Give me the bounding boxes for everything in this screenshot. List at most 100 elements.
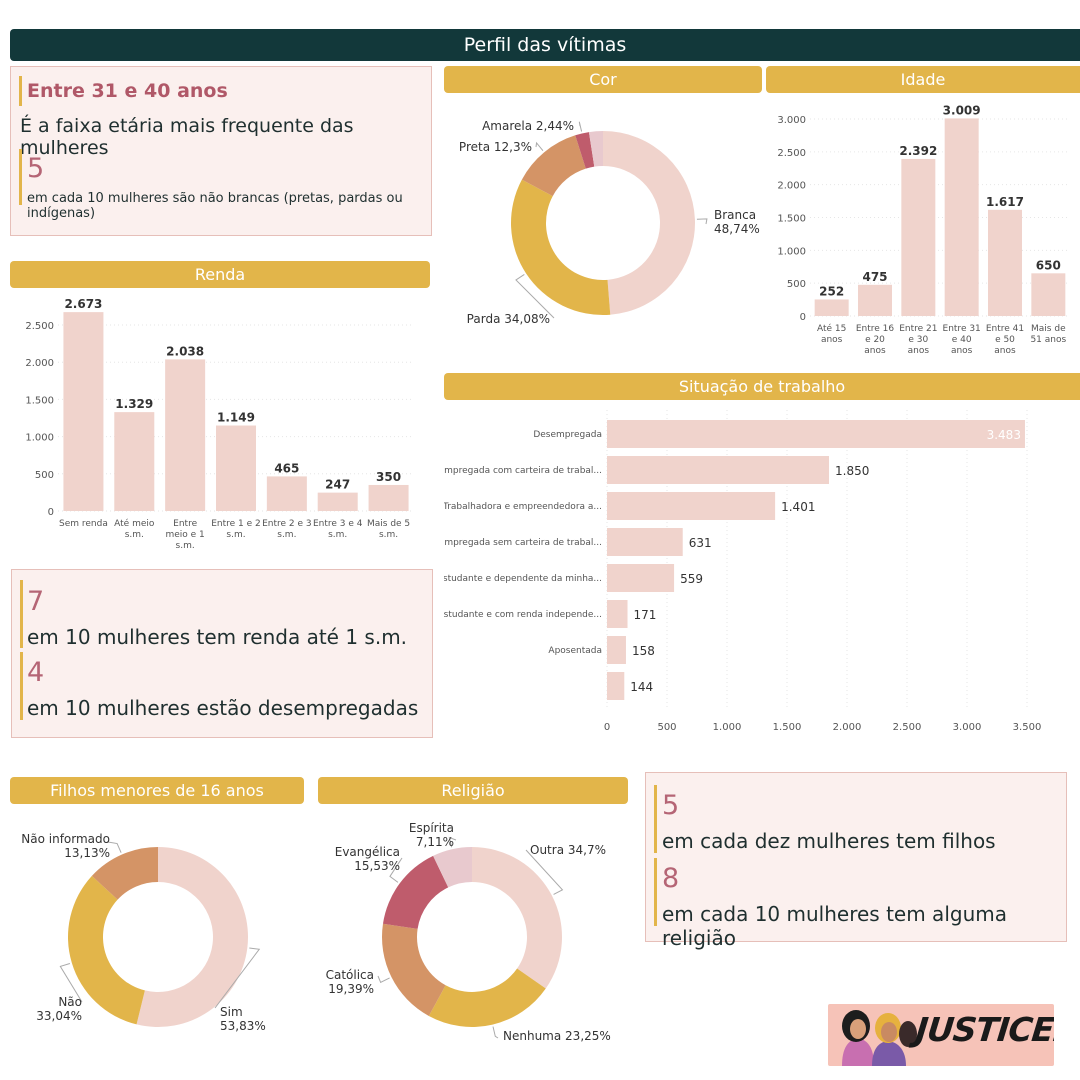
trabalho-bar (607, 420, 1025, 448)
cor-leader-line (696, 218, 708, 225)
idade-category-label: anos (951, 346, 973, 356)
idade-category-label: e 50 (995, 335, 1015, 345)
religiao-slice (433, 847, 472, 888)
cor-leader-line (535, 141, 544, 152)
cor-slice (603, 131, 695, 315)
religiao-leader-line (448, 836, 457, 848)
filhos-slice-value: 53,83% (220, 1019, 266, 1033)
trabalho-xtick-label: 2.500 (893, 722, 922, 733)
trabalho-bar (607, 492, 776, 520)
idade-data-label: 650 (1036, 258, 1061, 272)
renda-data-label: 465 (274, 461, 299, 475)
renda-category-label: Entre 1 e 2 (211, 519, 261, 529)
cor-slice-value: 48,74% (714, 222, 760, 236)
idade-category-label: 51 anos (1030, 335, 1066, 345)
renda-category-label: Sem renda (59, 519, 108, 529)
cor-slice (521, 135, 586, 197)
filhos-leader-line (59, 963, 83, 1003)
filhos-leader-line (214, 947, 261, 1009)
header-idade: Idade (766, 66, 1080, 93)
kpi-accent-bar (654, 858, 657, 926)
renda-bar (165, 359, 206, 511)
renda-category-label: Mais de 5 (367, 519, 410, 529)
cor-slice-label: Preta 12,3% (459, 140, 532, 154)
idade-category-label: e 30 (908, 335, 928, 345)
kpi-religion-text: em cada 10 mulheres tem alguma religião (662, 902, 1007, 950)
page-title: Perfil das vítimas (10, 29, 1080, 61)
cor-slice (575, 132, 595, 169)
kpi-accent-bar (19, 76, 22, 106)
renda-category-label: s.m. (125, 530, 144, 540)
kpi-age-title: Entre 31 e 40 anos (27, 80, 228, 102)
idade-ytick-label: 0 (800, 312, 806, 323)
kpi-income-text: em 10 mulheres tem renda até 1 s.m. (27, 625, 408, 649)
kpi-accent-bar (20, 580, 23, 648)
trabalho-category-label: Desempregada (533, 430, 602, 440)
kpi-religion-number: 8 (662, 863, 680, 894)
renda-data-label: 2.038 (166, 344, 204, 358)
logo-illustration (842, 1010, 917, 1066)
trabalho-category-label: Empregada sem carteira de trabal... (444, 538, 602, 548)
trabalho-xtick-label: 3.500 (1013, 722, 1042, 733)
renda-data-label: 1.329 (115, 397, 153, 411)
idade-ytick-label: 2.500 (777, 148, 806, 159)
renda-category-label: Entre 3 e 4 (313, 519, 363, 529)
religiao-slice (472, 847, 562, 989)
kpi-panel-bottom: 5 em cada dez mulheres tem filhos 8 em c… (645, 772, 1067, 950)
trabalho-category-label: Empregada com carteira de trabal... (444, 466, 602, 476)
trabalho-hbar-chart: 0 500 1.000 1.500 2.000 2.500 3.000 3.500 Desemp… (444, 410, 1042, 733)
justiceiras-logo: JUSTICEIRAS (828, 1004, 1054, 1066)
cor-slice-label: Parda 34,08% (467, 312, 550, 326)
trabalho-data-label: 1.401 (781, 500, 815, 514)
idade-ytick-label: 3.000 (777, 115, 806, 126)
trabalho-data-label: 631 (689, 536, 712, 550)
renda-category-label: Entre (173, 519, 197, 529)
idade-ytick-label: 1.500 (777, 214, 806, 225)
renda-bar (266, 476, 307, 511)
trabalho-xtick-label: 2.000 (833, 722, 862, 733)
trabalho-bar (607, 456, 829, 484)
religiao-slice (382, 855, 449, 929)
idade-data-label: 1.617 (986, 195, 1024, 209)
kpi-nonwhite-text: em cada 10 mulheres são não brancas (pre… (27, 191, 403, 221)
religiao-slice-label: Evangélica (335, 845, 400, 859)
religiao-slice-value: 15,53% (354, 859, 400, 873)
idade-category-label: Mais de (1031, 324, 1066, 334)
trabalho-data-label: 171 (634, 608, 657, 622)
idade-category-label: e 20 (865, 335, 885, 345)
kpi-children-number: 5 (662, 790, 680, 821)
renda-ytick-label: 500 (35, 470, 54, 481)
renda-category-label: s.m. (226, 530, 245, 540)
religiao-slice (428, 968, 546, 1027)
kpi-children-text: em cada dez mulheres tem filhos (662, 829, 996, 853)
renda-ytick-label: 2.000 (25, 358, 54, 369)
cor-leader-line (578, 121, 583, 132)
idade-bar (858, 284, 892, 316)
filhos-slice (67, 875, 145, 1025)
idade-category-label: Entre 31 (943, 324, 981, 334)
renda-bar (63, 312, 104, 511)
cor-slice (588, 131, 603, 167)
kpi-panel-top: Entre 31 e 40 anos É a faixa etária mais… (10, 66, 432, 236)
cor-slice-label: Branca (714, 208, 756, 222)
trabalho-data-label: 559 (680, 572, 703, 586)
idade-bar (814, 299, 849, 316)
trabalho-xtick-label: 0 (604, 722, 610, 733)
idade-ytick-label: 1.000 (777, 246, 806, 257)
header-trabalho: Situação de trabalho (444, 373, 1080, 400)
religiao-leader-line (525, 849, 564, 895)
trabalho-data-label: 158 (632, 644, 655, 658)
religiao-slice-value: 7,11% (416, 835, 454, 849)
idade-category-label: Entre 41 (986, 324, 1024, 334)
trabalho-xtick-label: 1.500 (773, 722, 802, 733)
renda-category-label: meio e 1 (165, 530, 204, 540)
filhos-leader-line (107, 841, 122, 853)
idade-ytick-label: 500 (787, 279, 806, 290)
idade-category-label: anos (864, 346, 886, 356)
renda-data-label: 350 (376, 470, 401, 484)
kpi-nonwhite-number: 5 (27, 153, 45, 184)
idade-category-label: e 40 (952, 335, 972, 345)
idade-bar (988, 209, 1022, 316)
cor-slice-label: Amarela 2,44% (482, 119, 574, 133)
